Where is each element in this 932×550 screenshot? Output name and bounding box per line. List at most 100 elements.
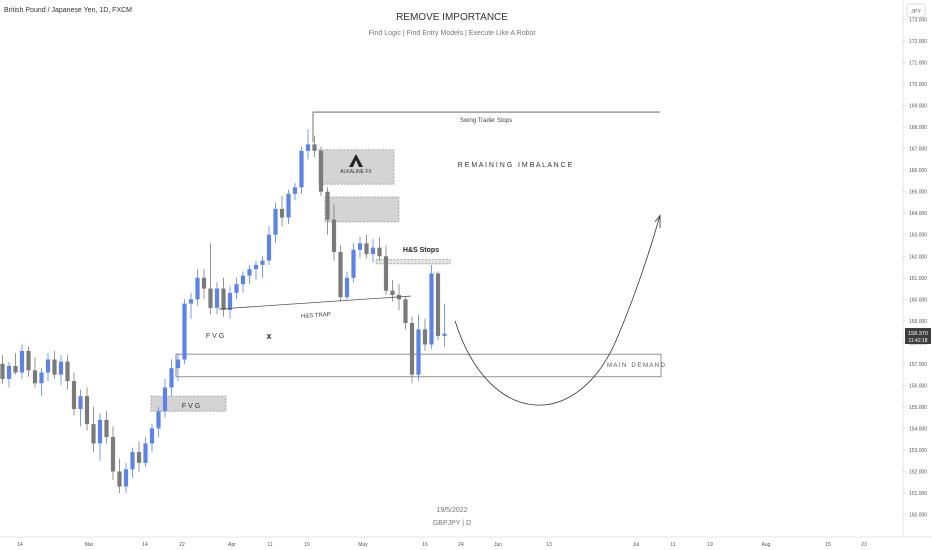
x-tick-label: 14 [142, 542, 148, 548]
candle [123, 462, 129, 493]
y-tick-label: 159.000 [909, 319, 927, 325]
candle [312, 135, 317, 158]
candle [39, 368, 44, 397]
candle [247, 264, 252, 285]
candle [344, 271, 350, 300]
logo-text: ALKALINE FX [340, 169, 372, 175]
candle [429, 264, 434, 349]
candle [318, 146, 324, 197]
x-tick-label: May [358, 542, 368, 548]
y-tick-label: 164.000 [909, 211, 927, 217]
candle-body [221, 288, 226, 311]
candle-body [279, 208, 285, 218]
candle-body [286, 193, 291, 218]
symbol-header: British Pound / Japanese Yen, 1D, FXCM [4, 7, 132, 14]
candle [403, 297, 408, 330]
y-tick-label: 168.000 [909, 125, 927, 131]
y-tick-label: 167.000 [909, 147, 927, 153]
current-price-value: 158.370 [908, 331, 928, 337]
price-axis[interactable]: 150.000 151.000 152.000 153.000 154.000 155.0… [903, 18, 927, 519]
candle-body [117, 471, 122, 487]
x-tick-label: 19 [304, 542, 310, 548]
candle [104, 411, 109, 444]
time-axis[interactable]: 14 Mar 14 22 Apr 11 19 May 16 24 Jun 13 Jul 11 19 Aug 15… [17, 542, 867, 548]
candle [110, 426, 116, 481]
candle-body [188, 299, 194, 304]
y-tick-label: 173.000 [909, 18, 927, 24]
x-tick-label: 22 [179, 542, 185, 548]
y-tick-label: 154.000 [909, 426, 927, 432]
y-tick-label: 160.000 [909, 297, 927, 303]
candle-body [110, 437, 116, 472]
currency-badge[interactable] [906, 3, 926, 18]
candle-body [58, 361, 64, 375]
candle-body [273, 208, 278, 235]
candle [149, 424, 155, 453]
candle-body [156, 411, 161, 429]
zones-layer [150, 149, 662, 412]
current-price-countdown: 11:42:18 [908, 338, 927, 344]
y-tick-label: 169.000 [909, 104, 927, 110]
candle-body [227, 292, 233, 311]
x-tick-label: 23 [861, 542, 867, 548]
candle [214, 282, 220, 315]
candle-body [331, 219, 337, 252]
candle-body [0, 363, 5, 379]
candle-body [32, 370, 38, 384]
candle [45, 353, 51, 382]
overlay-layer: Swing Trader Stops R E M A I N I N G I M… [182, 111, 666, 410]
y-tick-label: 152.000 [909, 469, 927, 475]
candle-body [364, 243, 369, 255]
candle [0, 355, 5, 384]
candle [240, 271, 246, 293]
candle-body [403, 299, 408, 323]
remaining-imbalance-label: R E M A I N I N G I M B A L A N C E [458, 162, 573, 169]
fvg-lower-label: F V G [182, 403, 200, 410]
y-tick-label: 161.000 [909, 276, 927, 282]
candle-body [416, 329, 421, 375]
chart-title: REMOVE IMPORTANCE [396, 12, 508, 23]
candle-body [312, 144, 317, 151]
candle-body [351, 249, 356, 278]
candle-body [26, 350, 31, 371]
candle [377, 236, 382, 261]
candle [195, 269, 200, 306]
y-tick-label: 157.000 [909, 362, 927, 368]
x-tick-label: Aug [762, 542, 771, 548]
y-tick-label: 165.000 [909, 190, 927, 196]
candle-body [143, 443, 148, 463]
candle [325, 187, 330, 235]
candle [357, 236, 363, 259]
candle-body [422, 329, 428, 345]
y-tick-label: 163.000 [909, 233, 927, 239]
candle-body [208, 288, 213, 308]
candle [305, 129, 311, 160]
candle [71, 372, 77, 416]
x-tick-label: 24 [458, 542, 464, 548]
fvg-upper-label: F V G [206, 333, 224, 340]
candle-body [377, 247, 382, 257]
alkaline-logo [349, 154, 363, 167]
x-tick-label: 19 [707, 542, 713, 548]
candle [383, 245, 389, 295]
y-tick-label: 155.000 [909, 405, 927, 411]
candle-body [292, 187, 298, 194]
candle-body [149, 428, 155, 444]
y-tick-label: 153.000 [909, 448, 927, 454]
main-demand-label: M A I N D E M A N D [607, 363, 666, 369]
candle [227, 286, 233, 319]
logo-mark [349, 154, 363, 167]
candle-body [325, 191, 330, 220]
candle-body [162, 387, 168, 412]
candle-body [65, 361, 70, 382]
swing-trader-stops-line [312, 111, 660, 143]
candle-body [195, 277, 200, 300]
footer-date: 19/5/2022 [436, 507, 467, 514]
x-tick-label: 11 [670, 542, 675, 548]
x-tick-label: 16 [422, 542, 428, 548]
x-tick-label: 13 [546, 542, 552, 548]
imbalance-zone-lower [324, 196, 400, 223]
hs-stops-label: H&S Stops [403, 247, 439, 254]
